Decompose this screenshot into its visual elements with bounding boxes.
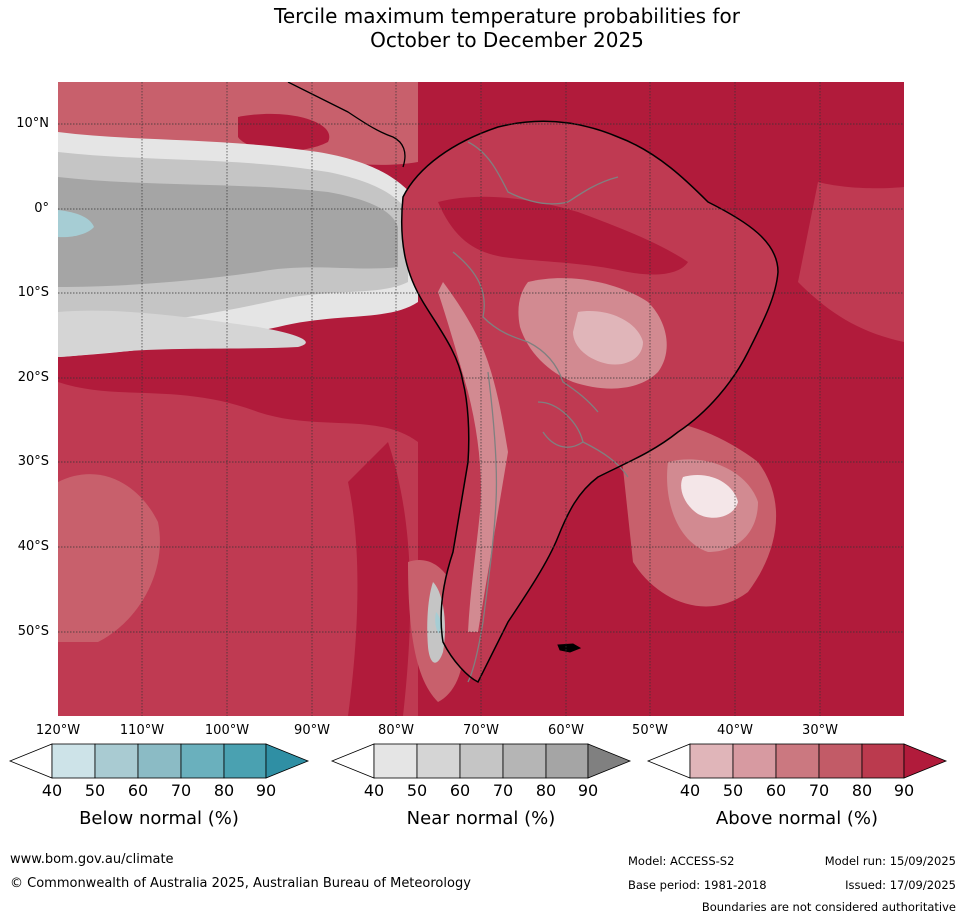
- colorbar-near-70-80: [502, 743, 547, 779]
- zone-near-60-pacific-south: [58, 310, 306, 357]
- border-uruguay: [582, 441, 629, 478]
- tick-below-90: 90: [255, 781, 277, 800]
- tick-above-80: 80: [851, 781, 873, 800]
- zone-below-60-pacific: [58, 210, 94, 238]
- zone-above-50-brazil-center: [573, 311, 643, 365]
- tick-above-90: 90: [893, 781, 915, 800]
- tick-near-80: 80: [535, 781, 557, 800]
- colorbar-near-40: [330, 743, 375, 779]
- zone-above-90-north-pacific-blob: [238, 113, 330, 152]
- colorbar-near-60-70: [459, 743, 504, 779]
- lat-label-0: 0°: [34, 201, 49, 216]
- colorbar-below-90: [265, 743, 310, 779]
- tick-below-50: 50: [84, 781, 106, 800]
- tick-near-90: 90: [577, 781, 599, 800]
- colorbar-below-40-50: [51, 743, 96, 779]
- colorbar-below-40: [8, 743, 53, 779]
- footer-disclaimer: Boundaries are not considered authoritat…: [701, 900, 956, 914]
- footer-copyright: © Commonwealth of Australia 2025, Austra…: [10, 876, 471, 891]
- lon-label-110w: 110°W: [119, 723, 165, 738]
- lat-label-50s: 50°S: [17, 624, 49, 639]
- colorbar-near-80-90: [545, 743, 589, 779]
- colorbar-below-normal: [8, 743, 310, 779]
- colorbar-above-normal: [646, 743, 948, 779]
- tick-near-40: 40: [363, 781, 385, 800]
- country-borders: [452, 141, 629, 683]
- lat-label-30s: 30°S: [17, 454, 49, 469]
- tick-above-60: 60: [765, 781, 787, 800]
- colorbar-below-60-70: [137, 743, 182, 779]
- border-colombia-venezuela: [467, 141, 569, 205]
- lon-label-60w: 60°W: [548, 723, 584, 738]
- zone-above-80-amazon: [438, 196, 688, 275]
- coastline-south-america: [400, 120, 779, 684]
- colorbar-near-title: Near normal (%): [406, 808, 556, 829]
- lon-label-100w: 100°W: [204, 723, 250, 738]
- zone-above-70-south-pacific-west: [58, 474, 160, 642]
- border-chile-argentina: [467, 371, 498, 683]
- colorbar-near-normal: [330, 743, 632, 779]
- border-venezuela-guyana: [567, 176, 619, 203]
- tick-near-60: 60: [449, 781, 471, 800]
- title-line-1: Tercile maximum temperature probabilitie…: [274, 4, 740, 28]
- tick-above-40: 40: [679, 781, 701, 800]
- lon-label-120w: 120°W: [35, 723, 81, 738]
- tick-near-70: 70: [492, 781, 514, 800]
- border-bolivia-brazil: [527, 341, 599, 413]
- colorbar-above-90: [903, 743, 948, 779]
- footer-base-period: Base period: 1981-2018: [628, 878, 767, 892]
- footer-model: Model: ACCESS-S2: [628, 854, 735, 868]
- zone-above-80-atlantic-east: [798, 182, 904, 342]
- colorbar-above-50-60: [732, 743, 777, 779]
- lon-label-90w: 90°W: [294, 723, 330, 738]
- title-line-2: October to December 2025: [370, 28, 644, 52]
- colorbar-below-title: Below normal (%): [79, 808, 239, 829]
- tick-above-70: 70: [808, 781, 830, 800]
- tick-below-40: 40: [41, 781, 63, 800]
- tick-near-50: 50: [406, 781, 428, 800]
- colorbar-below-50-60: [94, 743, 139, 779]
- colorbar-near-50-60: [416, 743, 461, 779]
- lon-label-70w: 70°W: [463, 723, 499, 738]
- zone-near-90-pacific-tongue: [58, 177, 398, 287]
- footer-issued: Issued: 17/09/2025: [845, 878, 956, 892]
- zone-above-90-pacific-deep: [348, 442, 411, 716]
- tick-below-60: 60: [127, 781, 149, 800]
- tick-below-70: 70: [170, 781, 192, 800]
- colorbar-below-80-90: [223, 743, 267, 779]
- tick-below-80: 80: [213, 781, 235, 800]
- footer-model-run: Model run: 15/09/2025: [824, 854, 956, 868]
- lat-label-10s: 10°S: [17, 285, 49, 300]
- lon-label-30w: 30°W: [802, 723, 838, 738]
- colorbar-above-title: Above normal (%): [715, 808, 879, 829]
- colorbar-above-40-50: [689, 743, 734, 779]
- zone-above-80-pacific-south: [58, 382, 418, 716]
- border-peru-brazil: [452, 251, 529, 343]
- zone-above-50-atlantic-white: [681, 474, 738, 518]
- colorbar-below-70-80: [180, 743, 225, 779]
- footer-url: www.bom.gov.au/climate: [10, 852, 174, 867]
- colorbar-above-70-80: [818, 743, 863, 779]
- lon-label-40w: 40°W: [717, 723, 753, 738]
- chart-title: Tercile maximum temperature probabilitie…: [0, 4, 965, 52]
- lat-label-10n: 10°N: [16, 116, 49, 131]
- colorbar-above-40: [646, 743, 691, 779]
- colorbar-above-60-70: [775, 743, 820, 779]
- colorbar-near-90: [587, 743, 632, 779]
- colorbar-near-40-50: [373, 743, 418, 779]
- colorbar-above-80-90: [861, 743, 905, 779]
- coastline-central-america: [287, 82, 406, 168]
- lat-label-20s: 20°S: [17, 370, 49, 385]
- border-paraguay: [537, 401, 584, 448]
- probability-map: [58, 82, 904, 716]
- lon-label-50w: 50°W: [632, 723, 668, 738]
- zone-below-60-patagonia: [435, 612, 441, 634]
- lat-label-40s: 40°S: [17, 539, 49, 554]
- coastline-falklands: [557, 643, 582, 653]
- graticule: [58, 82, 904, 716]
- lon-label-80w: 80°W: [378, 723, 414, 738]
- tick-above-50: 50: [722, 781, 744, 800]
- zone-above-70-andes-strip: [438, 282, 508, 632]
